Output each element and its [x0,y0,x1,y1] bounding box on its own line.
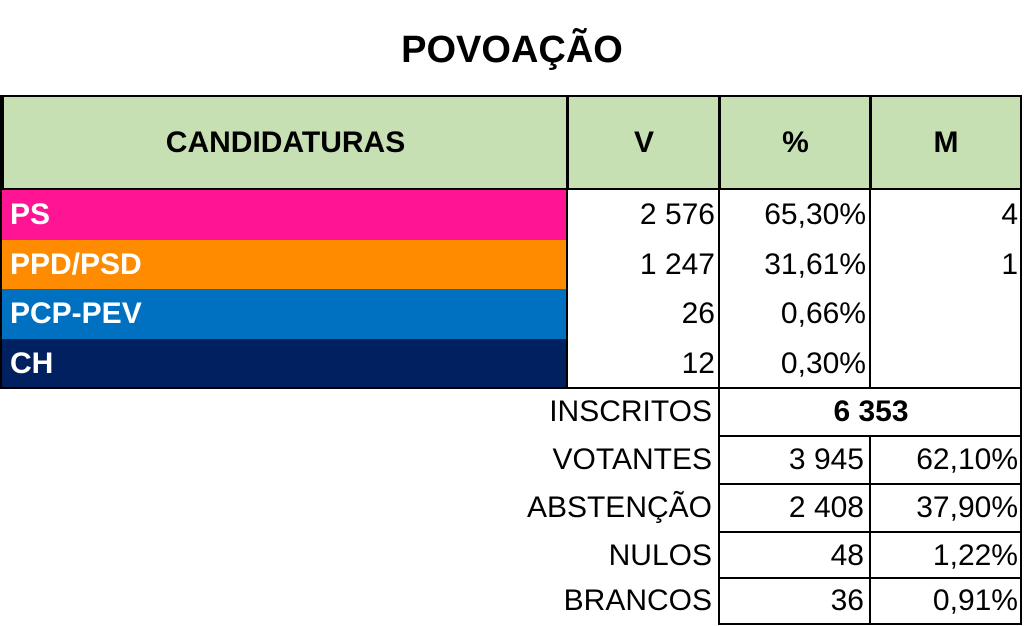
votantes-percent: 62,10% [916,443,1018,476]
party-percent: 0,30% [780,346,866,380]
grid-line [0,95,2,389]
grid-line [718,387,720,625]
brancos-value: 36 [830,584,864,617]
party-name: PS [2,190,567,240]
header-percent: % [719,95,872,190]
grid-line [0,387,1022,389]
header-votes: V [567,95,721,190]
grid-line [718,531,1022,533]
grid-line [1020,95,1022,389]
inscritos-value: 6 353 [833,395,909,428]
header-mandates: M [870,95,1022,190]
nulos-value: 48 [830,539,864,572]
party-votes: 12 [681,346,715,380]
grid-line [718,95,720,389]
abstencao-label: ABSTENÇÃO [526,491,712,524]
party-mandates: 1 [1001,247,1018,281]
votantes-label: VOTANTES [552,443,712,476]
brancos-percent: 0,91% [932,584,1018,617]
grid-line [718,623,1022,625]
grid-line [869,95,871,389]
party-percent: 31,61% [764,247,866,281]
party-votes: 1 247 [639,247,715,281]
votantes-value: 3 945 [788,443,864,476]
header-candidaturas: CANDIDATURAS [2,95,569,190]
grid-line [869,435,871,625]
party-votes: 26 [681,297,715,330]
party-name: PCP-PEV [2,289,567,339]
party-percent: 65,30% [764,198,866,231]
party-name: CH [2,339,567,388]
brancos-label: BRANCOS [563,584,712,617]
party-percent: 0,66% [780,297,866,330]
grid-line [718,577,1022,579]
page-title: POVOAÇÃO [401,29,623,71]
abstencao-value: 2 408 [788,491,864,524]
abstencao-percent: 37,90% [916,491,1018,524]
party-votes: 2 576 [639,198,715,231]
party-mandates [870,289,1022,339]
inscritos-label: INSCRITOS [549,395,712,428]
party-mandates [870,339,1022,388]
grid-line [1020,387,1022,625]
grid-line [566,95,568,389]
grid-line [718,483,1022,485]
nulos-percent: 1,22% [932,539,1018,572]
party-mandates: 4 [1001,198,1018,231]
nulos-label: NULOS [608,539,712,572]
grid-line [718,435,1022,437]
party-name: PPD/PSD [2,240,567,289]
